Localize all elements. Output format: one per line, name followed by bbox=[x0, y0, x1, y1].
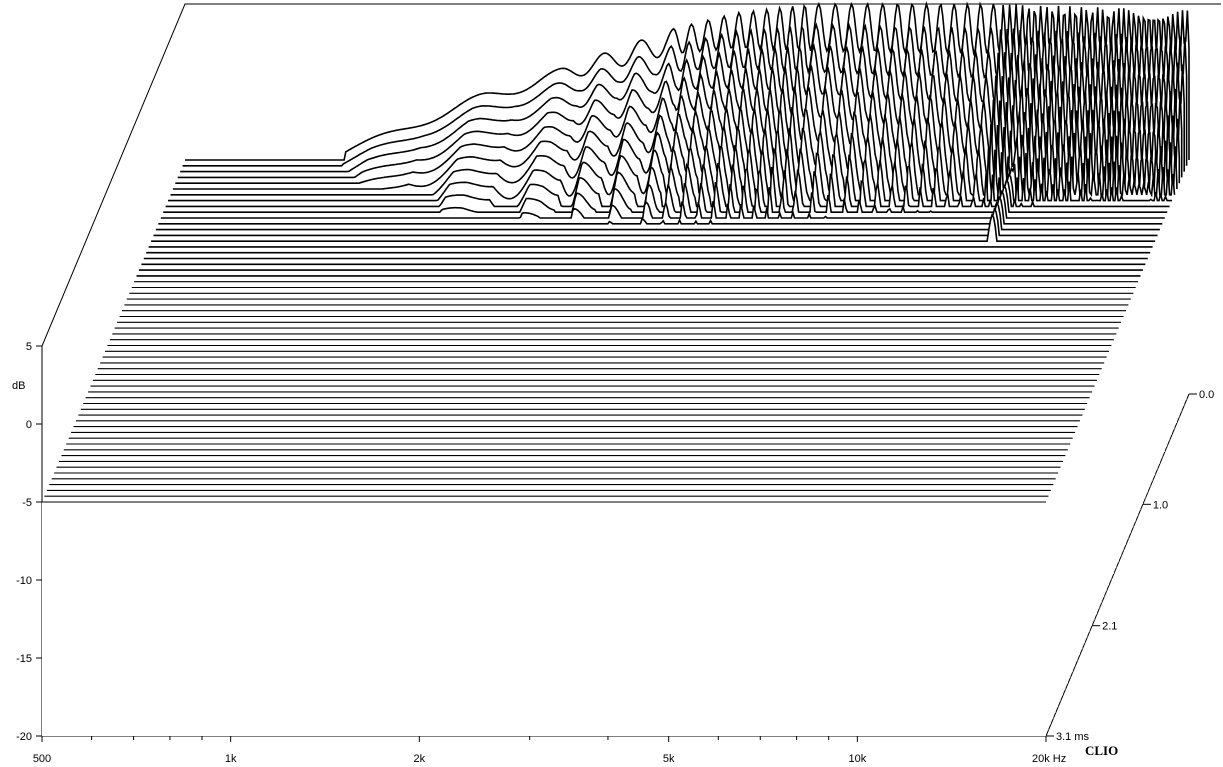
frequency-axis: 500 1k 2k 5k 10k 20k Hz bbox=[33, 736, 1066, 765]
decay-slice bbox=[153, 207, 1158, 237]
db-tick-label: 5 bbox=[26, 341, 32, 353]
time-tick-label: 3.1 ms bbox=[1056, 731, 1090, 743]
waterfall-slices bbox=[42, 0, 1190, 736]
decay-slice bbox=[158, 195, 1163, 225]
decay-slice bbox=[163, 181, 1168, 213]
clio-brand-label: CLIO bbox=[1085, 743, 1118, 758]
time-axis-line bbox=[1045, 393, 1190, 737]
frequency-tick-label: 5k bbox=[663, 753, 675, 765]
frequency-tick-label: 2k bbox=[413, 753, 425, 765]
db-tick-label: -20 bbox=[16, 731, 32, 743]
db-tick-label: -5 bbox=[22, 497, 32, 509]
time-tick-label: 0.0 bbox=[1199, 389, 1214, 401]
time-axis: 0.0 1.0 2.1 3.1 ms bbox=[1046, 389, 1214, 743]
db-tick-label: 0 bbox=[26, 419, 32, 431]
decay-slice bbox=[168, 144, 1172, 202]
db-tick-label: -15 bbox=[16, 653, 32, 665]
frequency-tick-label: 500 bbox=[33, 753, 51, 765]
decay-slice bbox=[165, 162, 1170, 208]
slice-fill bbox=[42, 502, 1046, 736]
decay-slice bbox=[155, 201, 1160, 231]
time-tick-label: 2.1 bbox=[1102, 621, 1117, 633]
db-axis: 5 0 -5 -10 -15 -20 bbox=[16, 341, 42, 743]
frequency-tick-label: 10k bbox=[848, 753, 866, 765]
frequency-tick-label: 1k bbox=[225, 753, 237, 765]
decay-slice bbox=[151, 212, 1156, 242]
db-tick-label: -10 bbox=[16, 575, 32, 587]
db-axis-label: dB bbox=[12, 380, 25, 392]
decay-slice bbox=[160, 189, 1165, 219]
frequency-tick-label: 20k Hz bbox=[1032, 753, 1066, 765]
time-tick-label: 1.0 bbox=[1153, 499, 1168, 511]
